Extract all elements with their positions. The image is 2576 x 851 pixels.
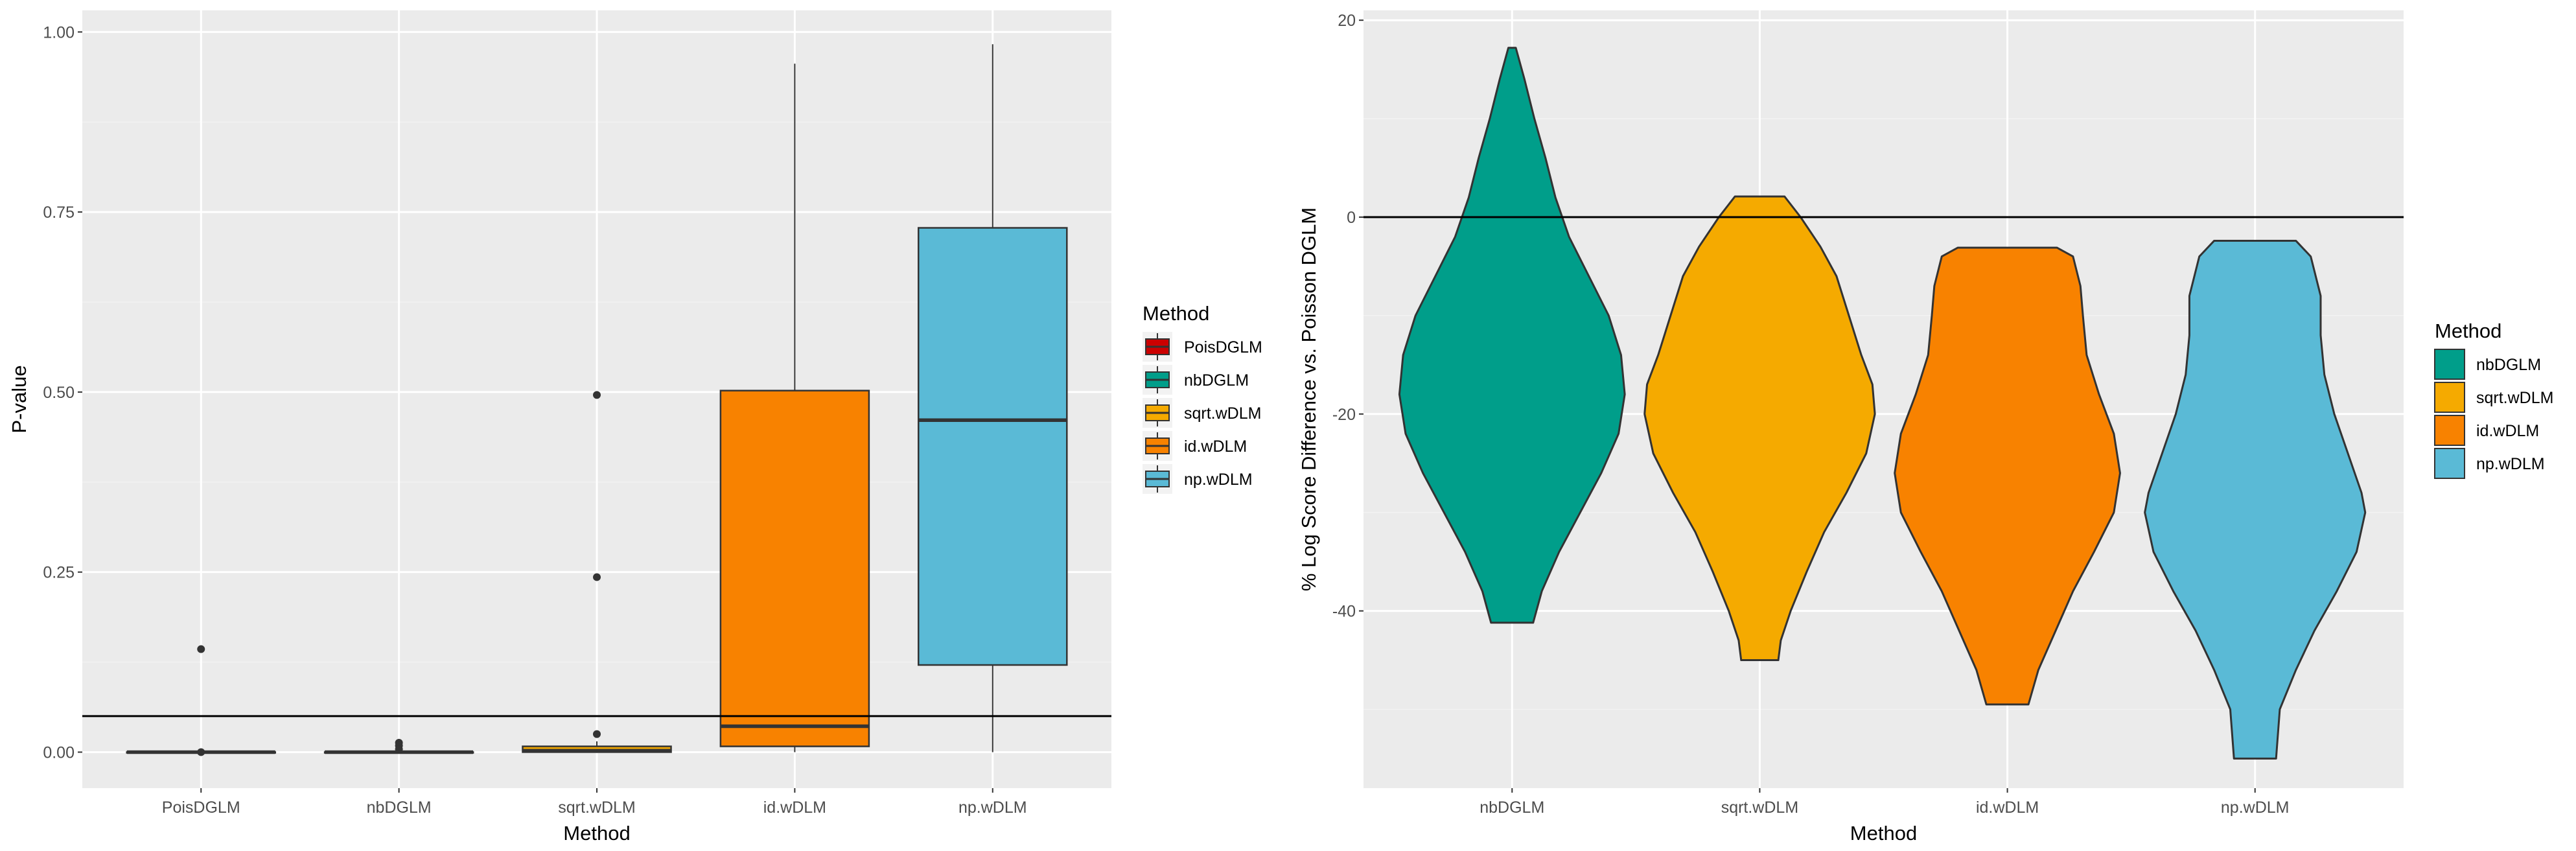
box-sqrt-wdlm [522,391,672,753]
box-sqrt-wdlm-outlier [593,730,601,738]
boxplot-panel: 0.00 0.25 0.50 0.75 1.00 PoisDGLM nbDGLM sqrt.w… [8,10,1262,845]
boxplot-x-tick-label: id.wDLM [763,799,826,817]
violin-x-tick-label: id.wDLM [1976,799,2039,817]
legend-item-np-wdlm: np.wDLM [2434,448,2545,479]
boxplot-y-tick-label: 0.00 [43,743,75,762]
violin-y-tick-label: -20 [1332,406,1356,424]
boxplot-x-tick-label: np.wDLM [958,799,1027,817]
boxplot-tick-labels: 0.00 0.25 0.50 0.75 1.00 PoisDGLM nbDGLM sqrt.w… [43,23,1027,817]
legend-item-nbdglm: nbDGLM [1143,365,1249,395]
legend-label-nbdglm: nbDGLM [1184,371,1249,390]
box-poisdglm-outlier [197,748,205,756]
violin-x-tick-label: nbDGLM [1479,799,1544,817]
legend-item-nbdglm: nbDGLM [2434,349,2541,380]
boxplot-y-tick-label: 0.75 [43,204,75,222]
violin-np-wdlm [2144,239,2367,760]
box-sqrt-wdlm-outlier [593,391,601,399]
box-np-wdlm-body [918,227,1068,666]
legend-label-poisdglm: PoisDGLM [1184,338,1262,356]
boxplot-y-tick-label: 1.00 [43,23,75,41]
box-poisdglm [126,645,276,756]
violin-marks [1363,47,2404,760]
box-id-wdlm-body [719,390,870,747]
legend-item-id-wdlm: id.wDLM [1143,431,1247,461]
violin-y-tick-label: 0 [1347,209,1356,227]
legend-item-id-wdlm: id.wDLM [2434,415,2539,446]
violin-legend-title: Method [2435,320,2501,342]
boxplot-marks [82,44,1111,756]
violin-sqrt-wdlm [1643,195,1876,662]
legend-label-sqrt-wdlm: sqrt.wDLM [2476,389,2553,407]
legend-item-sqrt-wdlm: sqrt.wDLM [2434,382,2553,413]
boxplot-y-tick-label: 0.25 [43,564,75,582]
violin-nbdglm [1398,47,1626,624]
legend-label-np-wdlm: np.wDLM [2476,455,2545,473]
violin-y-tick-label: -40 [1332,603,1356,621]
violin-y-tick-label: 20 [1338,12,1356,30]
violin-y-axis-title: % Log Score Difference vs. Poisson DGLM [1297,207,1320,591]
violin-tick-labels: 20 0 -20 -40 nbDGLM sqrt.wDLM id.wDLM np.wDLM [1332,12,2290,817]
box-nbdglm-outlier [395,745,403,753]
violin-legend: Method nbDGLM sqrt.wDLM id.wDLM np.wDLM [2434,320,2553,479]
boxplot-legend-title: Method [1143,302,1209,325]
legend-key-id-wdlm [2434,415,2465,446]
box-id-wdlm [719,64,870,752]
legend-label-id-wdlm: id.wDLM [1184,437,1247,456]
boxplot-x-tick-label: PoisDGLM [162,799,240,817]
legend-key-sqrt-wdlm [2434,382,2465,413]
violin-x-tick-label: sqrt.wDLM [1721,799,1798,817]
box-sqrt-wdlm-outlier [593,573,601,581]
legend-label-sqrt-wdlm: sqrt.wDLM [1184,404,1261,423]
legend-label-np-wdlm: np.wDLM [1184,471,1253,489]
legend-label-nbdglm: nbDGLM [2476,356,2541,374]
violin-x-axis-title: Method [1850,822,1917,845]
boxplot-x-tick-label: sqrt.wDLM [558,799,635,817]
boxplot-y-axis-title: P-value [8,365,30,433]
legend-key-np-wdlm [2434,448,2465,479]
boxplot-y-tick-label: 0.50 [43,384,75,402]
legend-item-np-wdlm: np.wDLM [1143,464,1253,494]
legend-key-nbdglm [2434,349,2465,380]
violin-x-tick-label: np.wDLM [2221,799,2290,817]
violin-id-wdlm [1894,246,2121,706]
boxplot-x-axis-title: Method [563,822,630,845]
box-np-wdlm [918,44,1068,752]
legend-item-poisdglm: PoisDGLM [1143,332,1262,362]
box-poisdglm-outlier [197,645,205,653]
box-nbdglm [323,739,474,754]
boxplot-legend: Method PoisDGLM nbDGLM sqrt.wDLM id.wDLM np.… [1143,302,1262,494]
legend-item-sqrt-wdlm: sqrt.wDLM [1143,398,1261,428]
boxplot-x-tick-label: nbDGLM [367,799,432,817]
violin-panel: 20 0 -20 -40 nbDGLM sqrt.wDLM id.wDLM np.wDLM M… [1297,10,2553,845]
legend-label-id-wdlm: id.wDLM [2476,422,2539,440]
